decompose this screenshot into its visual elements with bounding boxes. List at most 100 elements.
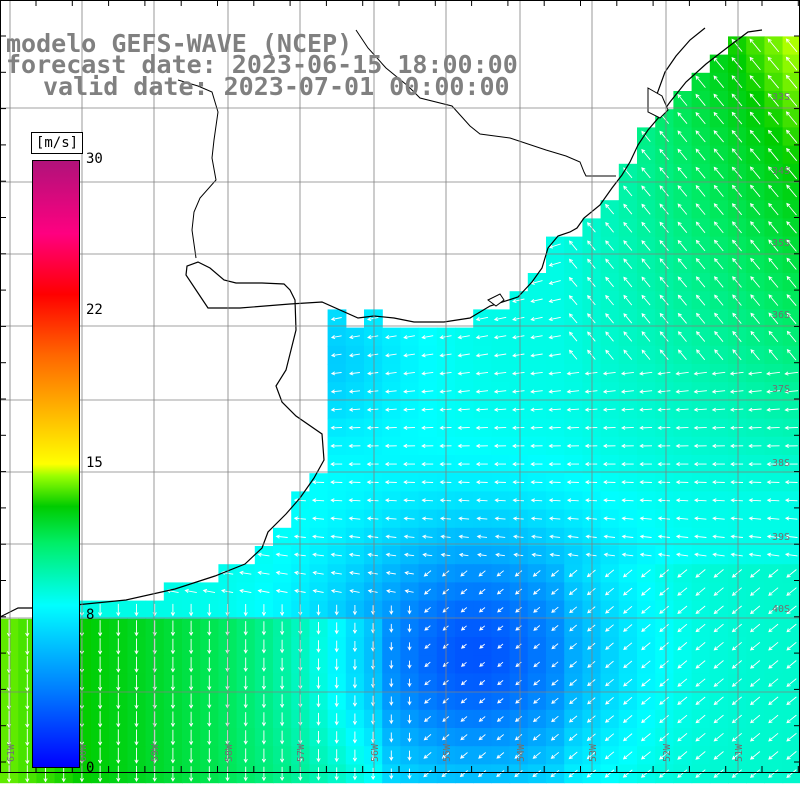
wind-arrow bbox=[495, 552, 505, 557]
wind-arrow bbox=[677, 623, 688, 633]
lat-lon-grid bbox=[0, 0, 800, 772]
wind-arrow bbox=[515, 643, 522, 649]
wind-arrow bbox=[621, 462, 634, 467]
wind-arrow bbox=[748, 516, 762, 521]
wind-arrow bbox=[786, 696, 797, 706]
wind-arrow bbox=[403, 353, 415, 358]
wind-arrow bbox=[713, 569, 724, 578]
wind-arrow bbox=[768, 275, 779, 288]
wind-arrow bbox=[711, 462, 725, 467]
wind-arrow bbox=[243, 766, 248, 782]
wind-arrow bbox=[659, 258, 669, 270]
latitude-labels: 33S 34S 35S 36S 37S 38S 39S 40S bbox=[772, 92, 790, 615]
wind-arrow bbox=[569, 331, 578, 342]
wind-arrow bbox=[511, 389, 525, 394]
wind-arrow bbox=[475, 316, 489, 322]
wind-arrow bbox=[584, 443, 598, 448]
wind-arrow bbox=[312, 589, 324, 594]
wind-arrow bbox=[330, 316, 342, 322]
wind-arrow bbox=[641, 714, 651, 724]
wind-arrow bbox=[551, 715, 559, 723]
wind-arrow bbox=[659, 769, 670, 778]
wind-arrow bbox=[731, 714, 742, 724]
wind-arrow bbox=[460, 570, 468, 577]
wind-arrow bbox=[98, 692, 103, 710]
longitude-label: 59W bbox=[150, 743, 161, 762]
wind-arrow bbox=[348, 462, 361, 467]
wind-arrow bbox=[786, 166, 798, 180]
wind-arrow bbox=[261, 766, 266, 782]
wind-arrow bbox=[225, 604, 230, 617]
wind-arrow bbox=[423, 570, 432, 577]
wind-arrow bbox=[460, 643, 467, 649]
wind-arrow bbox=[730, 516, 743, 521]
wind-arrow bbox=[551, 588, 559, 595]
wind-arrow bbox=[605, 678, 614, 687]
wind-arrow bbox=[731, 769, 742, 778]
wind-arrow bbox=[61, 765, 66, 783]
wind-arrow bbox=[659, 751, 670, 760]
wind-arrow bbox=[732, 349, 742, 361]
wind-arrow bbox=[421, 335, 434, 340]
wind-arrow bbox=[786, 714, 797, 724]
wind-arrow bbox=[533, 697, 541, 704]
wind-arrow bbox=[548, 389, 561, 394]
wind-arrow bbox=[330, 407, 342, 412]
wind-arrow bbox=[330, 335, 342, 340]
wind-arrow bbox=[713, 276, 724, 288]
wind-arrow bbox=[621, 498, 634, 503]
wind-arrow bbox=[460, 698, 468, 704]
wind-arrow bbox=[567, 534, 579, 539]
wind-arrow bbox=[729, 389, 744, 394]
wind-arrow bbox=[641, 203, 651, 215]
wind-arrow bbox=[732, 257, 742, 270]
wind-arrow bbox=[403, 534, 415, 539]
wind-arrow bbox=[713, 93, 725, 107]
wind-arrow bbox=[189, 748, 194, 764]
wind-arrow bbox=[731, 696, 742, 706]
wind-arrow bbox=[316, 749, 321, 763]
wind-arrow bbox=[407, 750, 412, 761]
wind-arrow bbox=[497, 661, 504, 668]
wind-arrow bbox=[786, 751, 797, 760]
wind-arrow bbox=[243, 621, 248, 636]
wind-arrow bbox=[587, 642, 596, 650]
wind-arrow bbox=[767, 56, 780, 71]
wind-arrow bbox=[659, 349, 669, 360]
wind-arrow bbox=[713, 166, 724, 179]
wind-arrow bbox=[512, 462, 525, 467]
wind-arrow bbox=[714, 349, 724, 361]
wind-arrow bbox=[623, 203, 633, 215]
wind-arrow bbox=[605, 240, 614, 251]
wind-arrow bbox=[478, 607, 486, 613]
wind-arrow bbox=[731, 221, 742, 234]
wind-arrow bbox=[767, 111, 779, 125]
wind-arrow bbox=[641, 221, 651, 233]
wind-arrow bbox=[460, 680, 467, 686]
wind-arrow bbox=[587, 606, 596, 614]
wind-arrow bbox=[497, 680, 504, 686]
wind-arrow bbox=[421, 498, 434, 503]
wind-arrow bbox=[695, 714, 706, 724]
wind-arrow bbox=[404, 570, 414, 576]
wind-arrow bbox=[152, 729, 157, 746]
wind-arrow bbox=[620, 371, 634, 376]
wind-arrow bbox=[623, 185, 633, 197]
wind-arrow bbox=[496, 588, 504, 595]
wind-arrow bbox=[569, 642, 577, 650]
wind-arrow bbox=[257, 552, 270, 557]
wind-arrow bbox=[493, 335, 507, 340]
wind-arrow bbox=[184, 588, 197, 594]
wind-arrow bbox=[768, 641, 779, 651]
wind-arrow bbox=[641, 624, 651, 633]
wind-arrow bbox=[641, 148, 651, 161]
wind-arrow bbox=[749, 166, 761, 179]
wind-arrow bbox=[568, 313, 578, 324]
wind-arrow bbox=[731, 93, 743, 107]
wind-arrow bbox=[640, 733, 651, 742]
wind-arrow bbox=[711, 389, 726, 394]
wind-arrow bbox=[532, 715, 541, 723]
wind-arrow bbox=[621, 516, 634, 521]
wind-arrow bbox=[604, 733, 615, 742]
wind-arrow bbox=[748, 498, 762, 503]
